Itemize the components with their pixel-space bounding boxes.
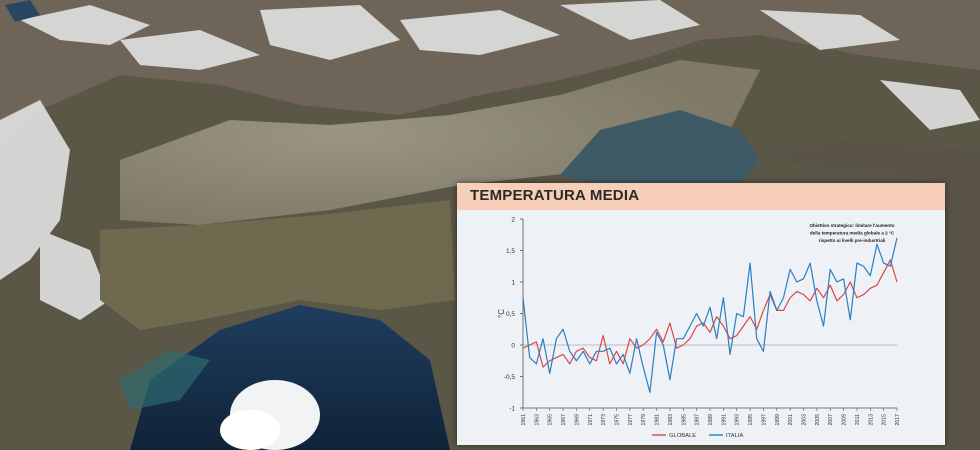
- legend-label-italia: ITALIA: [726, 433, 743, 439]
- y-tick-label: -1: [509, 406, 515, 413]
- x-tick-label: 2005: [815, 414, 821, 426]
- x-tick-label: 2017: [895, 414, 901, 426]
- x-tick-label: 1993: [735, 414, 741, 426]
- y-tick-label: 0,5: [506, 311, 515, 318]
- globale-line: [522, 259, 898, 368]
- x-tick-label: 1985: [681, 414, 687, 426]
- y-axis-label: °C: [497, 309, 506, 318]
- x-tick-label: 1995: [748, 414, 754, 426]
- x-tick-label: 1981: [655, 414, 661, 426]
- x-tick-label: 2015: [882, 414, 888, 426]
- x-tick-label: 1971: [588, 414, 594, 426]
- x-tick-label: 2001: [788, 414, 794, 426]
- x-tick-label: 1973: [601, 414, 607, 426]
- italia-line: [522, 237, 898, 393]
- x-tick-label: 1991: [721, 414, 727, 426]
- annotation-line: della temperatura media globale a 2 °C: [810, 231, 895, 236]
- x-tick-label: 1977: [628, 414, 634, 426]
- panel-header: TEMPERATURA MEDIA: [457, 183, 945, 210]
- x-tick-label: 1979: [641, 414, 647, 426]
- x-tick-label: 1965: [548, 414, 554, 426]
- x-tick-label: 2013: [868, 414, 874, 426]
- x-tick-label: 1967: [561, 414, 567, 426]
- x-tick-label: 1989: [708, 414, 714, 426]
- x-tick-label: 1999: [775, 414, 781, 426]
- y-tick-label: 0: [511, 343, 515, 350]
- x-tick-label: 2007: [828, 414, 834, 426]
- x-tick-label: 1975: [615, 414, 621, 426]
- annotation-line: Obiettivo strategico: limitare l'aumento: [809, 223, 894, 228]
- x-tick-label: 1969: [574, 414, 580, 426]
- y-tick-label: 2: [511, 217, 515, 224]
- y-tick-label: 1: [511, 280, 515, 287]
- x-tick-label: 1983: [668, 414, 674, 426]
- y-tick-label: 1,5: [506, 248, 515, 255]
- legend-label-globale: GLOBALE: [669, 433, 696, 439]
- y-tick-label: -0,5: [504, 374, 516, 381]
- temperature-line-chart: 2 1,5 1 0,5 0 -0,5 -1 °C 1961 1963 1965 1967 1969 197…: [497, 217, 901, 440]
- x-tick-label: 1987: [695, 414, 701, 426]
- annotation-line: rispetto ai livelli pre-industriali: [819, 238, 886, 243]
- x-tick-label: 2011: [855, 414, 861, 425]
- panel-title: TEMPERATURA MEDIA: [470, 187, 640, 204]
- x-tick-label: 1963: [534, 414, 540, 426]
- x-tick-label: 1961: [521, 414, 527, 426]
- x-tick-label: 1997: [761, 414, 767, 426]
- x-tick-label: 2003: [802, 414, 808, 426]
- x-tick-label: 2009: [842, 414, 848, 426]
- temperature-chart-panel: TEMPERATURA MEDIA 2 1,5 1 0,5 0 -0,5 -1 °C 1961 1…: [457, 183, 945, 445]
